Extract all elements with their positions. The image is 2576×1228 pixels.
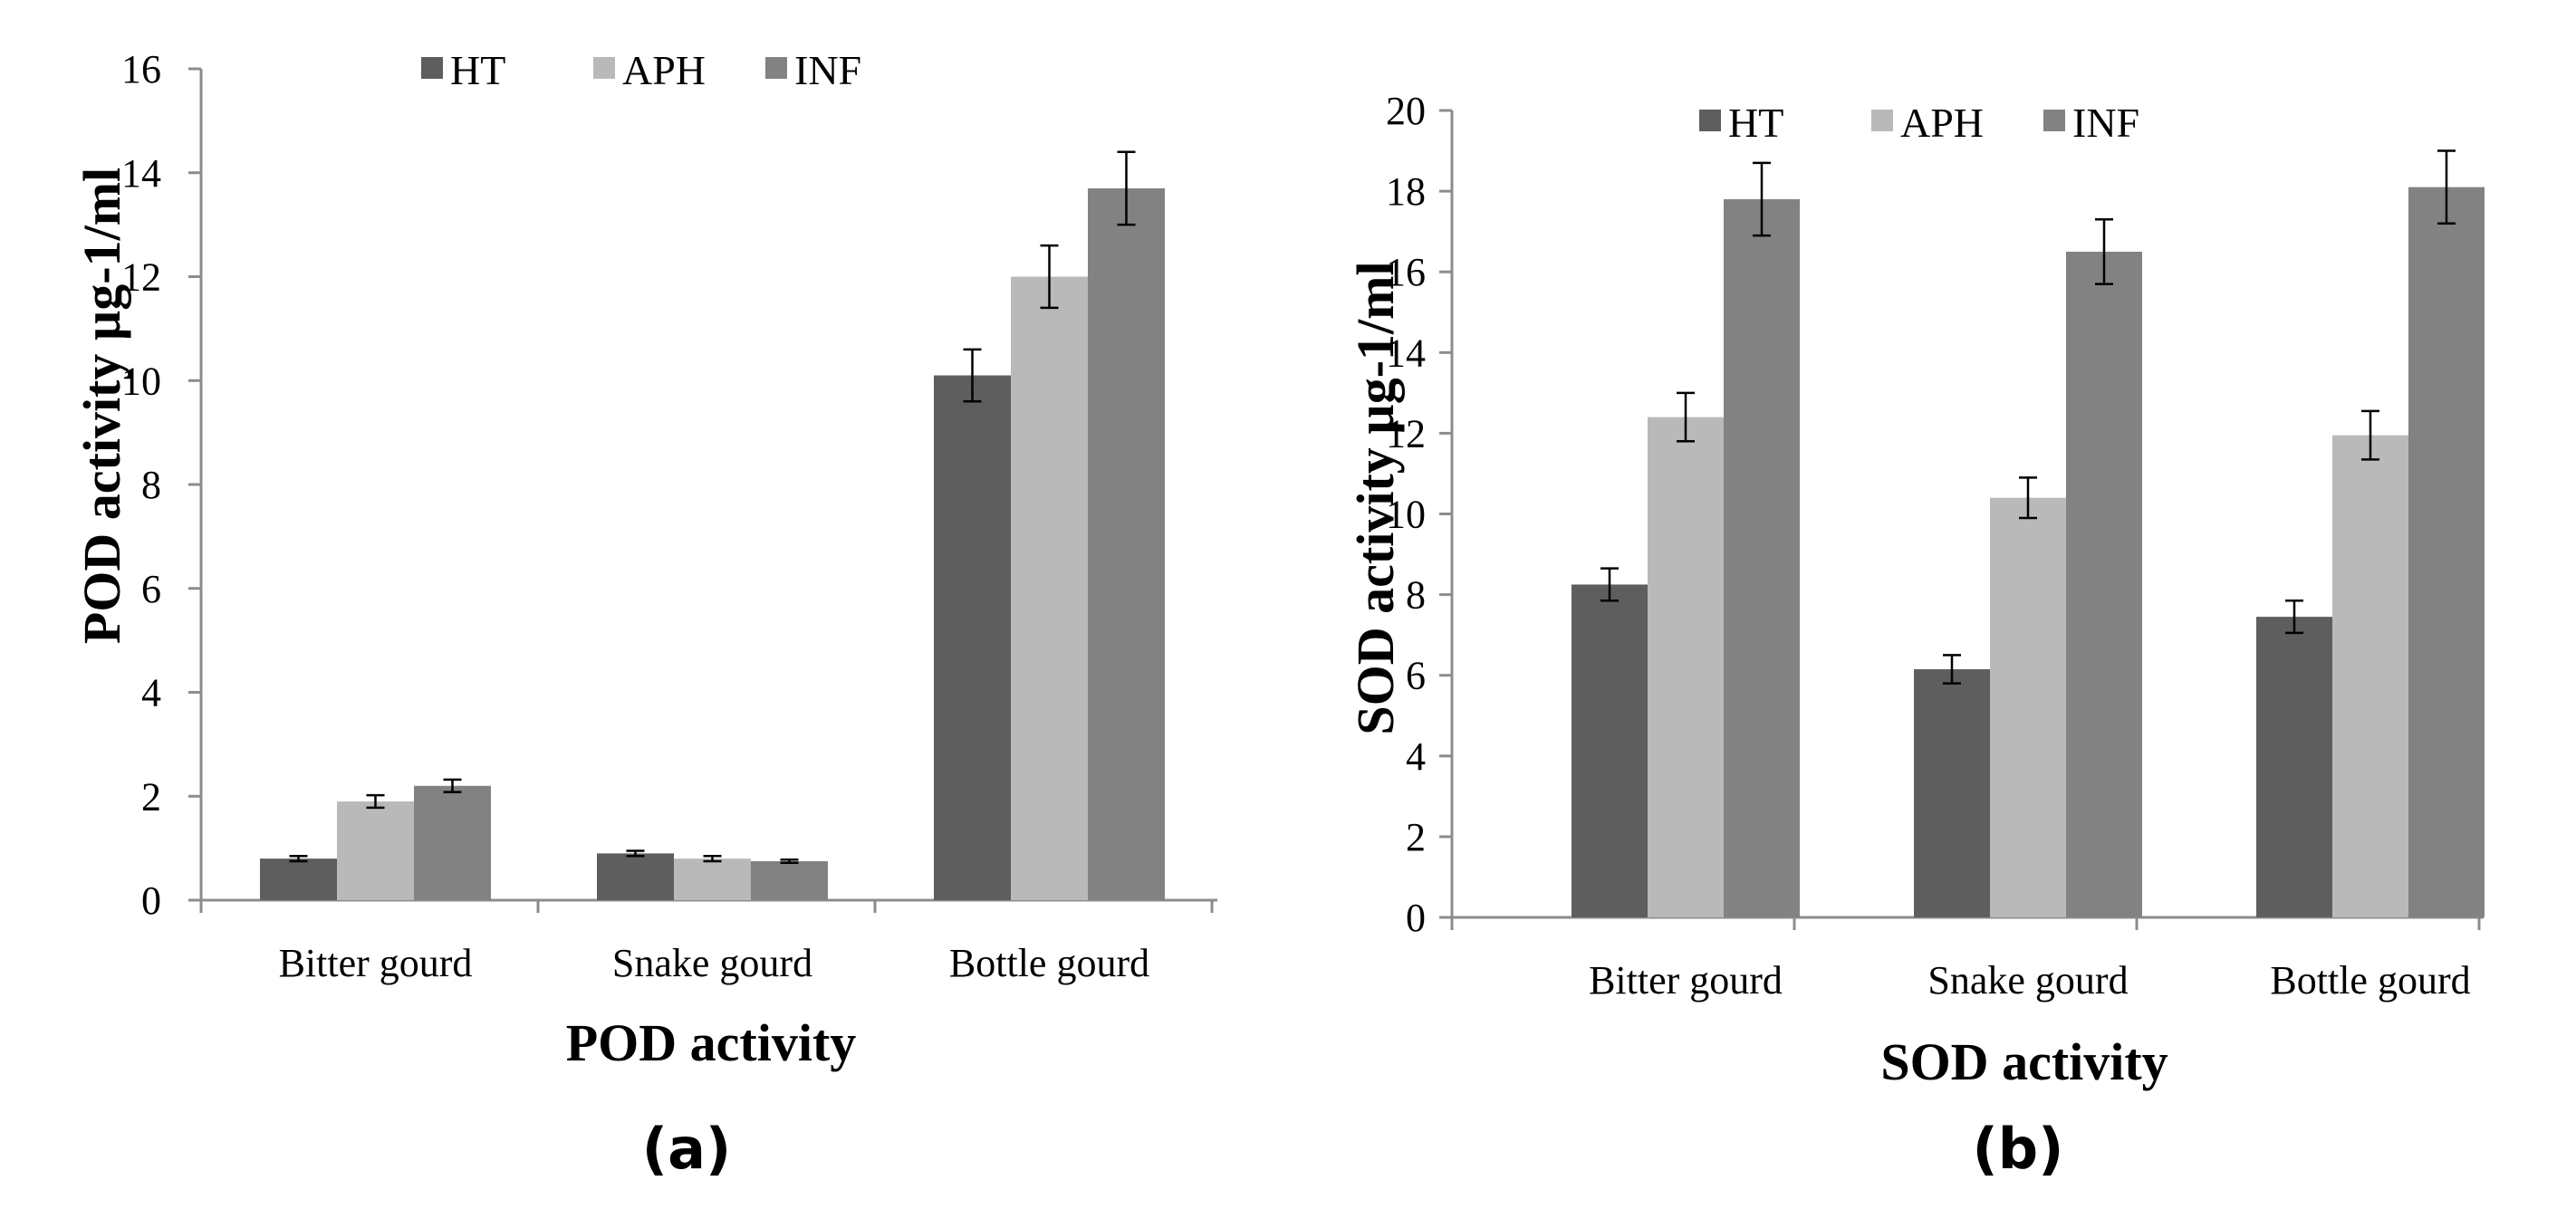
- bar-inf-1: [2066, 251, 2142, 917]
- legend-swatch-aph: [1871, 110, 1893, 131]
- legend-swatch-inf: [765, 57, 787, 79]
- y-tick-label: 8: [1406, 573, 1426, 618]
- bar-aph-2: [1011, 276, 1088, 900]
- bar-ht-2: [934, 375, 1011, 900]
- bar-ht-0: [260, 859, 337, 900]
- panel-label: (b): [1972, 1116, 2063, 1182]
- y-tick-label: 14: [1386, 331, 1426, 375]
- y-tick-label: 6: [1406, 654, 1426, 698]
- bar-ht-0: [1572, 584, 1648, 917]
- chart-panel-b: 0 2 4 6 8 10 12 14 16 18 20 Bitter gourd Snake gourd…: [1346, 89, 2485, 1182]
- legend-label-inf: INF: [794, 47, 861, 93]
- legend-label-ht: HT: [1728, 100, 1783, 146]
- y-tick-label: 10: [1386, 493, 1426, 537]
- y-tick-label: 0: [1406, 896, 1426, 940]
- bar-ht-2: [2256, 617, 2332, 917]
- legend-label-aph: APH: [622, 47, 706, 93]
- x-axis-title: SOD activity: [1880, 1032, 2167, 1091]
- bar-ht-1: [1914, 669, 1990, 917]
- y-tick-label: 4: [1406, 734, 1426, 779]
- bar-inf-0: [1724, 199, 1800, 917]
- legend-swatch-inf: [2043, 110, 2065, 131]
- bar-aph-1: [674, 859, 751, 900]
- x-category-label: Bitter gourd: [1589, 958, 1783, 1003]
- y-tick-label: 20: [1386, 89, 1426, 133]
- bar-inf-0: [414, 785, 491, 900]
- bar-aph-0: [1648, 417, 1724, 918]
- y-tick-label: 8: [141, 463, 161, 507]
- y-tick-label: 18: [1386, 169, 1426, 214]
- legend: HT APH INF: [1699, 100, 2139, 146]
- y-tick-label: 6: [141, 567, 161, 611]
- y-tick-label: 12: [121, 255, 161, 300]
- x-category-label: Bottle gourd: [2270, 958, 2470, 1003]
- x-category-label: Snake gourd: [612, 941, 812, 985]
- y-tick-label: 16: [1386, 250, 1426, 294]
- x-category-label: Bitter gourd: [279, 941, 473, 985]
- legend-swatch-aph: [593, 57, 615, 79]
- bar-inf-2: [2408, 187, 2485, 917]
- y-axis-title: POD activity µg-1/ml: [72, 168, 131, 644]
- legend-label-inf: INF: [2072, 100, 2139, 146]
- bar-aph-2: [2332, 435, 2408, 917]
- y-tick-label: 10: [121, 359, 161, 403]
- bar-aph-1: [1990, 497, 2066, 917]
- x-category-label: Snake gourd: [1927, 958, 2128, 1003]
- bar-inf-2: [1088, 187, 1165, 900]
- bar-ht-1: [597, 853, 674, 900]
- legend-label-aph: APH: [1900, 100, 1984, 146]
- y-tick-label: 2: [141, 774, 161, 819]
- y-tick-label: 16: [121, 47, 161, 91]
- panel-label: (a): [642, 1116, 732, 1182]
- x-axis-title: POD activity: [566, 1013, 857, 1072]
- y-tick-label: 0: [141, 878, 161, 923]
- bar-inf-1: [751, 860, 828, 900]
- y-axis-title: SOD activity µg-1/ml: [1346, 261, 1405, 734]
- legend-swatch-ht: [421, 57, 443, 79]
- legend-swatch-ht: [1699, 110, 1721, 131]
- bar-aph-0: [337, 801, 414, 900]
- x-category-label: Bottle gourd: [949, 941, 1149, 985]
- y-tick-label: 14: [121, 151, 161, 196]
- legend-label-ht: HT: [450, 47, 505, 93]
- y-tick-label: 4: [141, 671, 161, 715]
- y-tick-label: 2: [1406, 815, 1426, 859]
- y-tick-label: 12: [1386, 411, 1426, 456]
- legend: HT APH INF: [421, 47, 861, 93]
- chart-panel-a: 0 2 4 6 8 10 12 14 16 Bitter gourd Snake gourd Bott…: [72, 47, 1217, 1182]
